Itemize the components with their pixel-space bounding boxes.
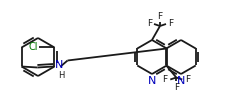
Text: F: F [185, 75, 190, 84]
Text: H: H [58, 71, 65, 80]
Text: F: F [168, 18, 173, 28]
Text: F: F [174, 82, 179, 92]
Text: F: F [162, 75, 167, 84]
Text: N: N [55, 61, 63, 71]
Text: N: N [148, 76, 156, 86]
Text: F: F [157, 12, 163, 21]
Text: F: F [147, 18, 152, 28]
Text: N: N [177, 76, 185, 86]
Text: Cl: Cl [29, 42, 38, 52]
